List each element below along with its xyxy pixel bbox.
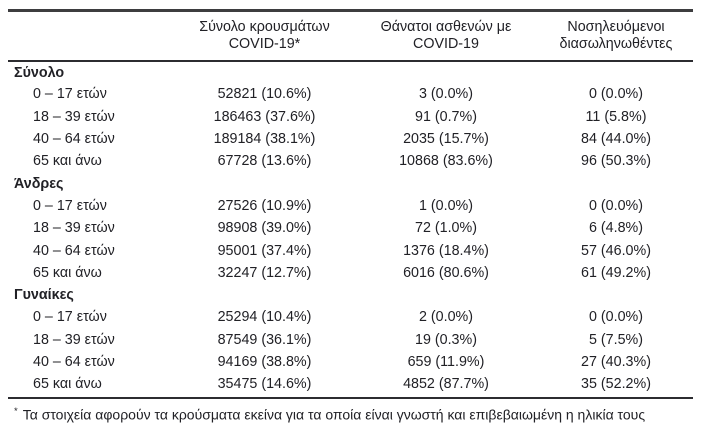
table-row: 65 και άνω 35475 (14.6%) 4852 (87.7%) 35… — [8, 373, 693, 395]
column-header-deaths: Θάνατοι ασθενών με COVID-19 — [353, 10, 539, 62]
cases-cell: 94169 (38.8%) — [217, 354, 312, 370]
intubated-cell: 0 (0.0%) — [588, 197, 644, 214]
table-footnote: * Τα στοιχεία αφορούν τα κρούσματα εκείνα… — [8, 397, 693, 424]
table-row: 40 – 64 ετών 95001 (37.4%) 1376 (18.4%) … — [8, 239, 693, 261]
cases-cell: 186463 (37.6%) — [213, 108, 316, 125]
table-row: 65 και άνω 32247 (12.7%) 6016 (80.6%) 61… — [8, 262, 693, 284]
age-label: 40 – 64 ετών — [33, 354, 115, 370]
cases-cell: 95001 (37.4%) — [217, 242, 312, 259]
intubated-cell: 6 (4.8%) — [588, 220, 644, 237]
table-row: 18 – 39 ετών 186463 (37.6%) 91 (0.7%) 11… — [8, 106, 693, 128]
cases-cell: 189184 (38.1%) — [213, 131, 316, 148]
table-row: 0 – 17 ετών 52821 (10.6%) 3 (0.0%) 0 (0.… — [8, 83, 693, 105]
intubated-cell: 61 (49.2%) — [581, 264, 651, 281]
column-header-deaths-line2: COVID-19 — [413, 36, 479, 52]
intubated-cell: 5 (7.5%) — [588, 331, 644, 348]
cases-cell: 87549 (36.1%) — [217, 331, 312, 348]
table-row: 40 – 64 ετών 189184 (38.1%) 2035 (15.7%)… — [8, 128, 693, 150]
deaths-cell: 19 (0.3%) — [415, 331, 477, 348]
section-label: Γυναίκες — [14, 287, 74, 304]
age-label: 18 – 39 ετών — [33, 331, 115, 348]
age-label: 40 – 64 ετών — [33, 242, 115, 259]
table-body: Σύνολο 0 – 17 ετών 52821 (10.6%) 3 (0.0%… — [8, 61, 693, 395]
age-label: 18 – 39 ετών — [33, 220, 115, 237]
deaths-cell: 72 (1.0%) — [415, 220, 477, 237]
deaths-cell: 4852 (87.7%) — [403, 376, 489, 393]
age-label: 18 – 39 ετών — [33, 108, 115, 125]
section-row-total: Σύνολο — [8, 61, 693, 83]
intubated-cell: 96 (50.3%) — [581, 153, 651, 170]
section-row-women: Γυναίκες — [8, 284, 693, 306]
report-table-page: Σύνολο κρουσμάτων COVID-19* Θάνατοι ασθε… — [8, 9, 693, 424]
column-header-cases-line2: COVID-19* — [228, 36, 301, 52]
covid-age-statistics-table: Σύνολο κρουσμάτων COVID-19* Θάνατοι ασθε… — [8, 9, 693, 395]
deaths-cell: 91 (0.7%) — [415, 108, 477, 125]
deaths-cell: 3 (0.0%) — [418, 86, 474, 103]
column-header-intubated-line1: Νοσηλευόμενοι — [567, 19, 665, 35]
column-header-intubated: Νοσηλευόμενοι διασωληνωθέντες — [539, 10, 693, 62]
footnote-asterisk: * — [14, 406, 18, 418]
column-header-cases-line1: Σύνολο κρουσμάτων — [199, 19, 330, 35]
table-row: 65 και άνω 67728 (13.6%) 10868 (83.6%) 9… — [8, 150, 693, 172]
age-label: 0 – 17 ετών — [33, 86, 107, 103]
section-row-men: Άνδρες — [8, 172, 693, 194]
table-row: 0 – 17 ετών 27526 (10.9%) 1 (0.0%) 0 (0.… — [8, 195, 693, 217]
table-row: 0 – 17 ετών 25294 (10.4%) 2 (0.0%) 0 (0.… — [8, 306, 693, 328]
cases-cell: 52821 (10.6%) — [217, 86, 312, 103]
cases-cell: 25294 (10.4%) — [217, 309, 312, 326]
column-header-intubated-line2: διασωληνωθέντες — [559, 36, 673, 52]
cases-cell: 67728 (13.6%) — [217, 153, 312, 170]
intubated-cell: 27 (40.3%) — [581, 354, 651, 370]
intubated-cell: 84 (44.0%) — [581, 131, 651, 148]
footnote-text: Τα στοιχεία αφορούν τα κρούσματα εκείνα … — [22, 407, 646, 424]
intubated-cell: 0 (0.0%) — [588, 86, 644, 103]
section-label: Άνδρες — [14, 175, 64, 192]
deaths-cell: 6016 (80.6%) — [403, 264, 489, 281]
deaths-cell: 1 (0.0%) — [418, 197, 474, 214]
header-row: Σύνολο κρουσμάτων COVID-19* Θάνατοι ασθε… — [8, 10, 693, 62]
table-row: 40 – 64 ετών 94169 (38.8%) 659 (11.9%) 2… — [8, 351, 693, 373]
age-label: 40 – 64 ετών — [33, 131, 115, 148]
age-label: 0 – 17 ετών — [33, 309, 107, 326]
age-label: 0 – 17 ετών — [33, 197, 107, 214]
age-label: 65 και άνω — [33, 264, 102, 281]
intubated-cell: 35 (52.2%) — [581, 376, 651, 393]
intubated-cell: 57 (46.0%) — [581, 242, 651, 259]
corner-cell — [8, 10, 176, 62]
cases-cell: 32247 (12.7%) — [217, 264, 312, 281]
column-header-deaths-line1: Θάνατοι ασθενών με — [380, 19, 512, 35]
table-row: 18 – 39 ετών 87549 (36.1%) 19 (0.3%) 5 (… — [8, 329, 693, 351]
table-row: 18 – 39 ετών 98908 (39.0%) 72 (1.0%) 6 (… — [8, 217, 693, 239]
column-header-cases: Σύνολο κρουσμάτων COVID-19* — [176, 10, 353, 62]
deaths-cell: 659 (11.9%) — [407, 354, 485, 370]
cases-cell: 35475 (14.6%) — [217, 376, 312, 393]
deaths-cell: 2035 (15.7%) — [403, 131, 489, 148]
deaths-cell: 1376 (18.4%) — [403, 242, 489, 259]
section-label: Σύνολο — [14, 64, 65, 81]
intubated-cell: 0 (0.0%) — [588, 309, 644, 326]
age-label: 65 και άνω — [33, 153, 102, 170]
deaths-cell: 2 (0.0%) — [418, 309, 474, 326]
intubated-cell: 11 (5.8%) — [585, 108, 647, 125]
table-header: Σύνολο κρουσμάτων COVID-19* Θάνατοι ασθε… — [8, 10, 693, 62]
deaths-cell: 10868 (83.6%) — [399, 153, 493, 170]
cases-cell: 27526 (10.9%) — [217, 197, 312, 214]
age-label: 65 και άνω — [33, 376, 102, 393]
cases-cell: 98908 (39.0%) — [217, 220, 312, 237]
